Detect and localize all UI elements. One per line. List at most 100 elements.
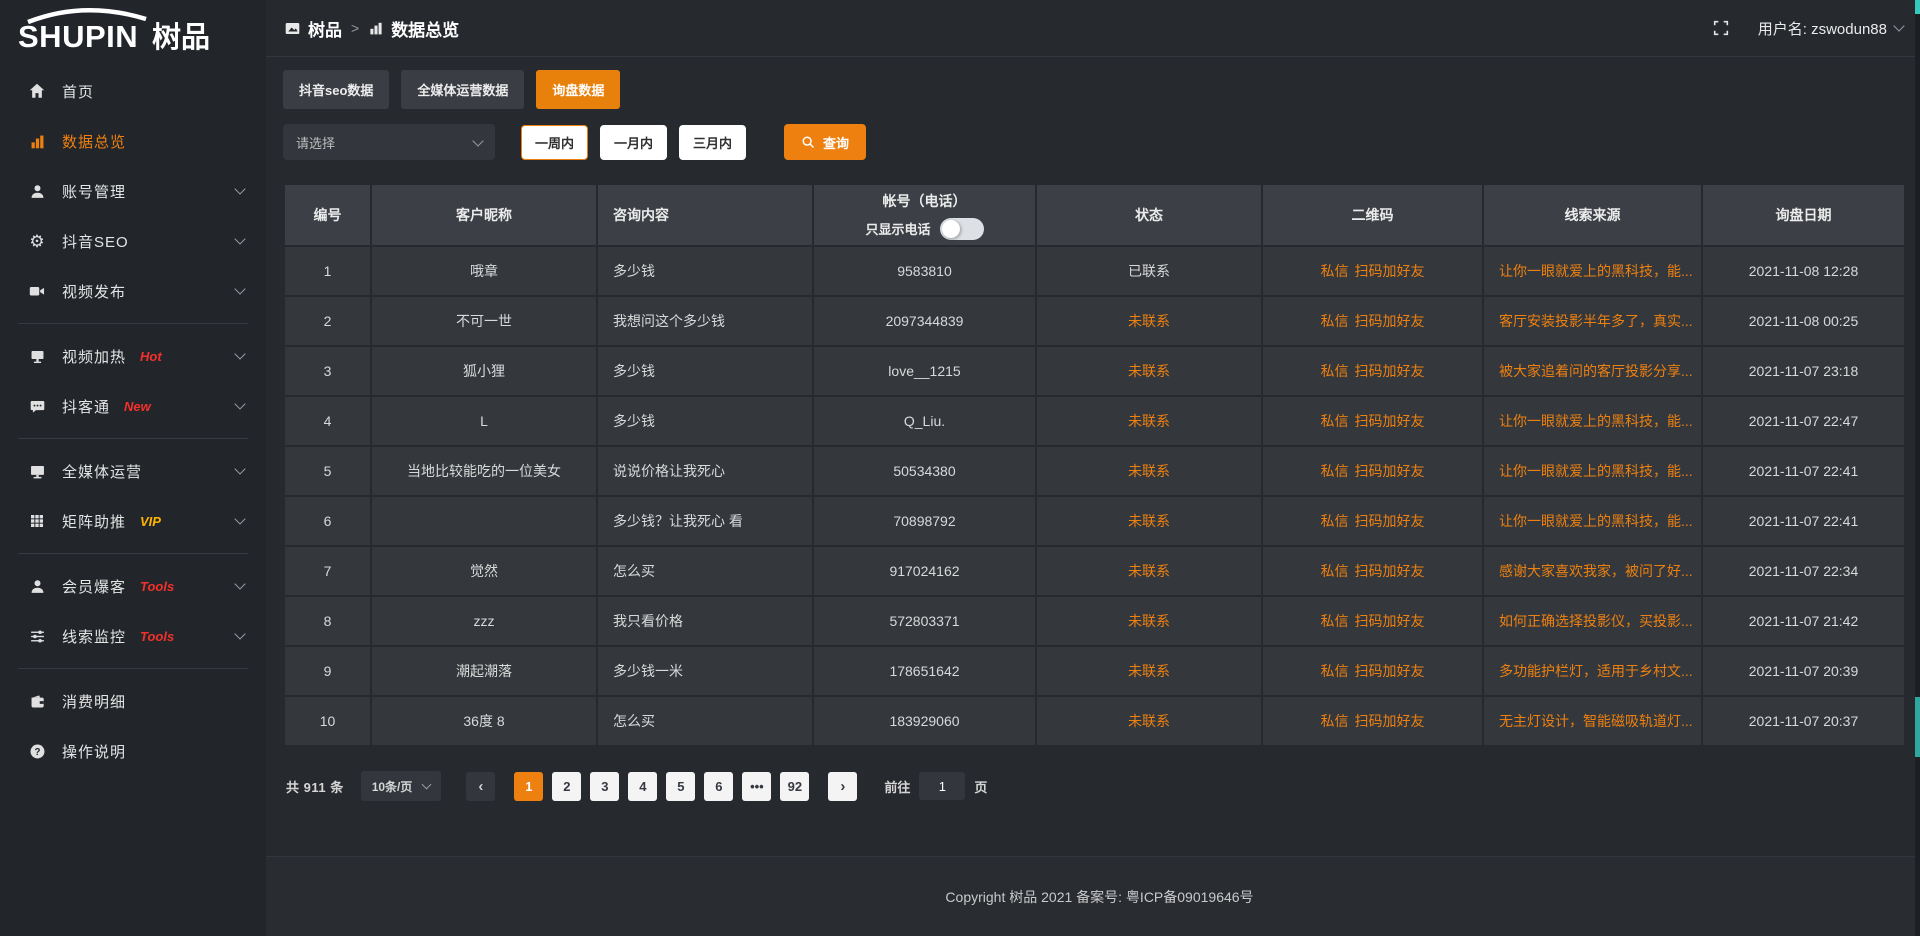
qr-private-message-link[interactable]: 私信 <box>1320 563 1349 579</box>
sidebar-menu: 首页 数据总览 账号管理 ⚙ 抖音SEO 视频发布视频加热 Hot 抖客通 New 全媒体运营 矩阵… <box>0 60 266 776</box>
cell-no: 10 <box>283 695 372 747</box>
source-link[interactable]: 被大家追着问的客厅投影分享... <box>1499 363 1693 379</box>
sidebar-item-3[interactable]: 账号管理 <box>0 166 266 216</box>
picture-icon <box>284 20 301 37</box>
qr-scan-add-friend-link[interactable]: 扫码加好友 <box>1354 263 1425 279</box>
cell-source: 让你一眼就爱上的黑科技，能... <box>1482 395 1703 447</box>
qr-scan-add-friend-link[interactable]: 扫码加好友 <box>1354 363 1425 379</box>
qr-scan-add-friend-link[interactable]: 扫码加好友 <box>1354 613 1425 629</box>
fullscreen-icon[interactable] <box>1712 19 1730 37</box>
cell-no: 9 <box>283 645 372 697</box>
source-link[interactable]: 让你一眼就爱上的黑科技，能... <box>1499 513 1693 529</box>
period-button-2[interactable]: 一月内 <box>600 124 668 160</box>
qr-private-message-link[interactable]: 私信 <box>1320 613 1349 629</box>
sidebar-item-badge: Tools <box>140 578 175 594</box>
prev-page-button[interactable]: ‹ <box>466 771 496 801</box>
filter-select[interactable]: 请选择 <box>283 124 495 160</box>
sidebar-item-label: 线索监控 <box>62 628 127 646</box>
cell-qrcode: 私信 扫码加好友 <box>1261 695 1484 747</box>
chevron-down-icon <box>234 628 246 640</box>
cell-date: 2021-11-08 00:25 <box>1701 295 1906 347</box>
sidebar-item-6[interactable]: 视频加热 Hot <box>0 331 266 381</box>
sidebar-item-label: 消费明细 <box>62 693 127 711</box>
qr-private-message-link[interactable]: 私信 <box>1320 263 1349 279</box>
user-menu[interactable]: 用户名: zswodun88 <box>1758 18 1905 39</box>
goto-page-input[interactable] <box>919 772 966 800</box>
sidebar-item-9[interactable]: 矩阵助推 VIP <box>0 496 266 546</box>
page-button-4[interactable]: 4 <box>628 771 658 801</box>
source-link[interactable]: 如何正确选择投影仪，买投影... <box>1499 613 1693 629</box>
cell-status: 未联系 <box>1035 645 1263 697</box>
qr-private-message-link[interactable]: 私信 <box>1320 463 1349 479</box>
page-button-3[interactable]: 3 <box>590 771 620 801</box>
period-button-1[interactable]: 一周内 <box>521 124 589 160</box>
scrollbar[interactable] <box>1915 0 1920 936</box>
qr-private-message-link[interactable]: 私信 <box>1320 513 1349 529</box>
user-icon <box>26 183 48 200</box>
scrollbar-mark <box>1915 697 1920 757</box>
page-button-6[interactable]: 6 <box>704 771 734 801</box>
qr-scan-add-friend-link[interactable]: 扫码加好友 <box>1354 413 1425 429</box>
cell-qrcode: 私信 扫码加好友 <box>1261 645 1484 697</box>
table-row-5: 5 当地比较能吃的一位美女 说说价格让我死心 50534380 未联系 私信 扫码加好友 让你… <box>283 445 1906 497</box>
tab-3[interactable]: 询盘数据 <box>536 70 621 109</box>
cell-content: 多少钱 <box>596 345 814 397</box>
sidebar-item-2[interactable]: 数据总览 <box>0 116 266 166</box>
qr-scan-add-friend-link[interactable]: 扫码加好友 <box>1354 713 1425 729</box>
sidebar-item-8[interactable]: 全媒体运营 <box>0 446 266 496</box>
sidebar-item-7[interactable]: 抖客通 New <box>0 381 266 431</box>
sidebar-item-4[interactable]: ⚙ 抖音SEO <box>0 216 266 266</box>
cell-date: 2021-11-07 23:18 <box>1701 345 1906 397</box>
cell-account: love__1215 <box>812 345 1037 397</box>
page-size-select[interactable]: 10条/页 <box>360 771 442 801</box>
table-body: 1 哦章 多少钱 9583810 已联系 私信 扫码加好友 让你一眼就爱上的黑科技，能... 2… <box>283 245 1906 747</box>
breadcrumb-current[interactable]: 数据总览 <box>368 16 459 41</box>
qr-private-message-link[interactable]: 私信 <box>1320 713 1349 729</box>
qr-scan-add-friend-link[interactable]: 扫码加好友 <box>1354 663 1425 679</box>
source-link[interactable]: 让你一眼就爱上的黑科技，能... <box>1499 463 1693 479</box>
sidebar-item-10[interactable]: 会员爆客 Tools <box>0 561 266 611</box>
app-logo[interactable]: SHUPIN 树品 <box>0 0 266 60</box>
qr-scan-add-friend-link[interactable]: 扫码加好友 <box>1354 563 1425 579</box>
col-header-label: 帐号（电话） <box>882 192 967 209</box>
sidebar-item-1[interactable]: 首页 <box>0 66 266 116</box>
cell-date: 2021-11-07 21:42 <box>1701 595 1906 647</box>
sidebar-item-label: 视频发布 <box>62 283 127 301</box>
source-link[interactable]: 多功能护栏灯，适用于乡村文... <box>1499 663 1693 679</box>
home-icon <box>26 82 48 100</box>
sidebar-item-13[interactable]: ? 操作说明 <box>0 726 266 776</box>
cell-account: 572803371 <box>812 595 1037 647</box>
more-pages-button[interactable]: ••• <box>742 771 772 801</box>
sidebar-item-12[interactable]: 消费明细 <box>0 676 266 726</box>
page-button-5[interactable]: 5 <box>666 771 696 801</box>
breadcrumb-home[interactable]: 树品 <box>284 16 342 41</box>
cell-source: 客厅安装投影半年多了，真实... <box>1482 295 1703 347</box>
period-button-3[interactable]: 三月内 <box>679 124 747 160</box>
next-page-button[interactable]: › <box>828 771 858 801</box>
qr-scan-add-friend-link[interactable]: 扫码加好友 <box>1354 463 1425 479</box>
phone-only-toggle[interactable] <box>939 217 984 240</box>
scrollbar-thumb[interactable] <box>1915 0 1920 14</box>
source-link[interactable]: 让你一眼就爱上的黑科技，能... <box>1499 263 1693 279</box>
table-row-6: 6 多少钱？让我死心 看 70898792 未联系 私信 扫码加好友 让你一眼就爱上的黑科技… <box>283 495 1906 547</box>
tab-1[interactable]: 抖音seo数据 <box>283 70 390 109</box>
qr-private-message-link[interactable]: 私信 <box>1320 313 1349 329</box>
qr-scan-add-friend-link[interactable]: 扫码加好友 <box>1354 513 1425 529</box>
source-link[interactable]: 感谢大家喜欢我家，被问了好... <box>1499 563 1693 579</box>
page-button-2[interactable]: 2 <box>552 771 582 801</box>
source-link[interactable]: 客厅安装投影半年多了，真实... <box>1499 313 1693 329</box>
page-button-92[interactable]: 92 <box>780 771 810 801</box>
search-button[interactable]: 查询 <box>784 124 867 160</box>
tab-2[interactable]: 全媒体运营数据 <box>401 70 525 109</box>
qr-private-message-link[interactable]: 私信 <box>1320 663 1349 679</box>
sidebar-item-5[interactable]: 视频发布 <box>0 266 266 316</box>
qr-private-message-link[interactable]: 私信 <box>1320 363 1349 379</box>
sidebar-item-badge: VIP <box>140 513 161 529</box>
qr-private-message-link[interactable]: 私信 <box>1320 413 1349 429</box>
source-link[interactable]: 让你一眼就爱上的黑科技，能... <box>1499 413 1693 429</box>
sidebar-item-11[interactable]: 线索监控 Tools <box>0 611 266 661</box>
page-button-1[interactable]: 1 <box>514 771 544 801</box>
qr-scan-add-friend-link[interactable]: 扫码加好友 <box>1354 313 1425 329</box>
source-link[interactable]: 无主灯设计，智能磁吸轨道灯... <box>1499 713 1693 729</box>
